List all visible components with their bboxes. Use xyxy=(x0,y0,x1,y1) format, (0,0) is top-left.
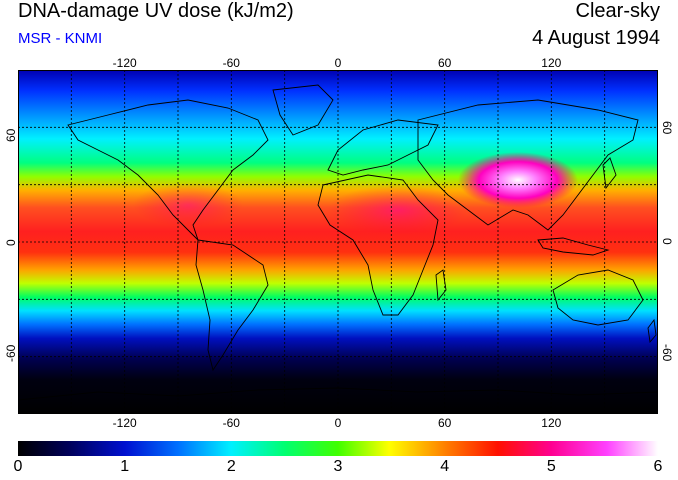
scale-label: 1 xyxy=(120,458,130,475)
lon-label-top: 0 xyxy=(334,56,342,70)
lat-label-right: 60 xyxy=(660,121,674,135)
scale-label: 6 xyxy=(653,458,663,475)
lat-label-right: 0 xyxy=(660,238,674,245)
scale-label: 2 xyxy=(226,458,236,475)
scale-label: 5 xyxy=(546,458,556,475)
sahara-hotspot xyxy=(328,185,468,235)
map-title: DNA-damage UV dose (kJ/m2) xyxy=(18,0,294,22)
uv-dose-map xyxy=(18,70,658,414)
lat-label-left: -60 xyxy=(4,344,18,362)
lat-label-left: 0 xyxy=(4,239,18,246)
lon-label-bottom: 120 xyxy=(541,416,562,430)
coastlines xyxy=(18,84,658,401)
lon-label-top: -120 xyxy=(112,56,137,70)
lon-label-bottom: -60 xyxy=(222,416,240,430)
lat-label-right: -60 xyxy=(660,344,674,362)
map-date: 4 August 1994 xyxy=(532,27,660,49)
north-america-hotspot xyxy=(133,183,243,227)
lon-label-top: 60 xyxy=(438,56,452,70)
tibet-hotspot xyxy=(458,152,578,208)
map-source: MSR - KNMI xyxy=(18,30,103,47)
lon-label-bottom: 60 xyxy=(438,416,452,430)
color-scale-bar xyxy=(18,441,658,456)
color-scale-gradient xyxy=(18,441,658,456)
scale-label: 3 xyxy=(333,458,343,475)
sky-condition: Clear-sky xyxy=(575,0,660,22)
lat-label-left: 60 xyxy=(4,128,18,142)
lon-label-bottom: -120 xyxy=(112,416,137,430)
scale-label: 4 xyxy=(440,458,450,475)
lon-label-top: 120 xyxy=(541,56,562,70)
lon-label-top: -60 xyxy=(222,56,240,70)
lon-label-bottom: 0 xyxy=(334,416,342,430)
scale-label: 0 xyxy=(13,458,23,475)
graticule xyxy=(18,70,658,414)
